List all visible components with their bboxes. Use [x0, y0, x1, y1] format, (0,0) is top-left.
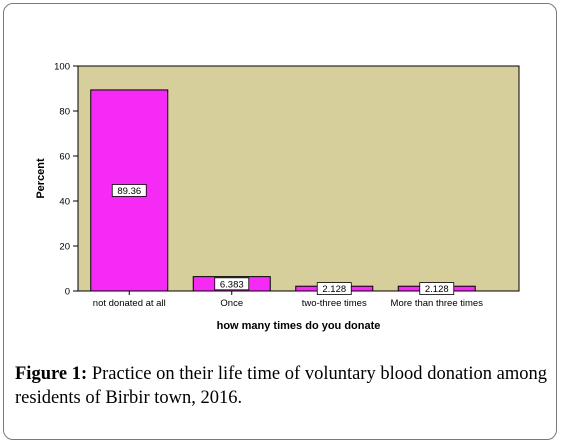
data-label-box [419, 282, 455, 296]
y-tick-label: 0 [65, 287, 70, 298]
y-tick-label: 20 [59, 242, 70, 253]
y-axis-label: Percent [35, 158, 47, 199]
x-tick-label: not donated at all [93, 298, 166, 309]
x-tick-label: More than three times [391, 298, 484, 309]
figure-caption: Figure 1: Practice on their life time of… [15, 362, 547, 410]
data-label: 6.383 [220, 279, 244, 290]
data-label: 89.36 [117, 186, 141, 197]
x-axis-label: how many times do you donate [217, 320, 381, 332]
x-tick-label: Once [220, 298, 243, 309]
data-label-box [316, 282, 352, 296]
data-label: 2.128 [322, 284, 346, 295]
bar-chart: 0 20 40 60 80 100 not donated at all Once two-th… [35, 62, 520, 332]
data-label-box [214, 277, 250, 291]
caption-label: Figure 1: [15, 364, 88, 384]
data-label: 2.128 [425, 284, 449, 295]
y-tick-label: 40 [59, 197, 70, 208]
y-tick-label: 60 [59, 152, 70, 163]
x-tick-label: two-three times [302, 298, 367, 309]
y-tick-label: 80 [59, 107, 70, 118]
caption-text: Practice on their life time of voluntary… [15, 364, 547, 408]
data-label-box [111, 184, 147, 197]
y-tick-label: 100 [54, 62, 70, 73]
bars: 89.36 6.383 2.128 2.128 [90, 89, 476, 296]
